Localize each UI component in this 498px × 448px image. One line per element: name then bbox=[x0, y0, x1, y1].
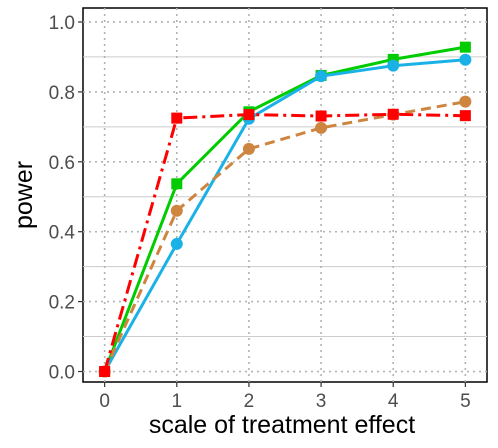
plot-panel bbox=[82, 7, 488, 383]
series-line-1 bbox=[103, 45, 466, 373]
series-4-point bbox=[459, 110, 471, 122]
y-tick-label: 0.0 bbox=[49, 363, 75, 384]
y-tick-label: 0.2 bbox=[49, 293, 75, 314]
series-2-point bbox=[170, 237, 183, 250]
series-4-point bbox=[243, 109, 255, 121]
series-2-point bbox=[387, 59, 400, 72]
y-tick-label: 0.6 bbox=[49, 153, 75, 174]
series-3-point bbox=[459, 95, 472, 108]
series-4-point bbox=[315, 110, 327, 122]
y-axis-title: power bbox=[10, 161, 38, 229]
x-tick-label: 4 bbox=[388, 391, 399, 412]
series-3-point bbox=[170, 204, 183, 217]
series-2-point bbox=[315, 70, 328, 83]
series-1-point bbox=[171, 178, 183, 190]
series-1-point bbox=[459, 41, 471, 53]
series-2-point bbox=[459, 53, 472, 66]
series-4-point bbox=[387, 108, 399, 120]
x-axis-title: scale of treatment effect bbox=[149, 411, 415, 439]
x-tick-label: 5 bbox=[460, 391, 471, 412]
x-tick-label: 2 bbox=[244, 391, 255, 412]
series-line-2 bbox=[103, 58, 466, 373]
axis-ticks: 0.0 0.2 0.4 0.6 0.8 1.0 0 1 2 3 4 5 bbox=[49, 13, 471, 412]
series-4-point bbox=[171, 112, 183, 124]
series-layer bbox=[98, 41, 472, 378]
grid-lines bbox=[83, 8, 487, 382]
series-1-point bbox=[387, 53, 399, 65]
series-line-3 bbox=[103, 100, 466, 373]
series-3-point bbox=[315, 121, 328, 134]
y-tick-label: 0.4 bbox=[49, 223, 76, 244]
x-tick-label: 0 bbox=[99, 391, 110, 412]
series-3-point bbox=[242, 142, 255, 155]
x-tick-label: 1 bbox=[171, 391, 182, 412]
x-tick-label: 3 bbox=[316, 391, 327, 412]
y-tick-label: 1.0 bbox=[49, 13, 75, 34]
series-4-point bbox=[99, 366, 111, 378]
y-tick-label: 0.8 bbox=[49, 83, 75, 104]
series-line-4 bbox=[103, 112, 466, 372]
